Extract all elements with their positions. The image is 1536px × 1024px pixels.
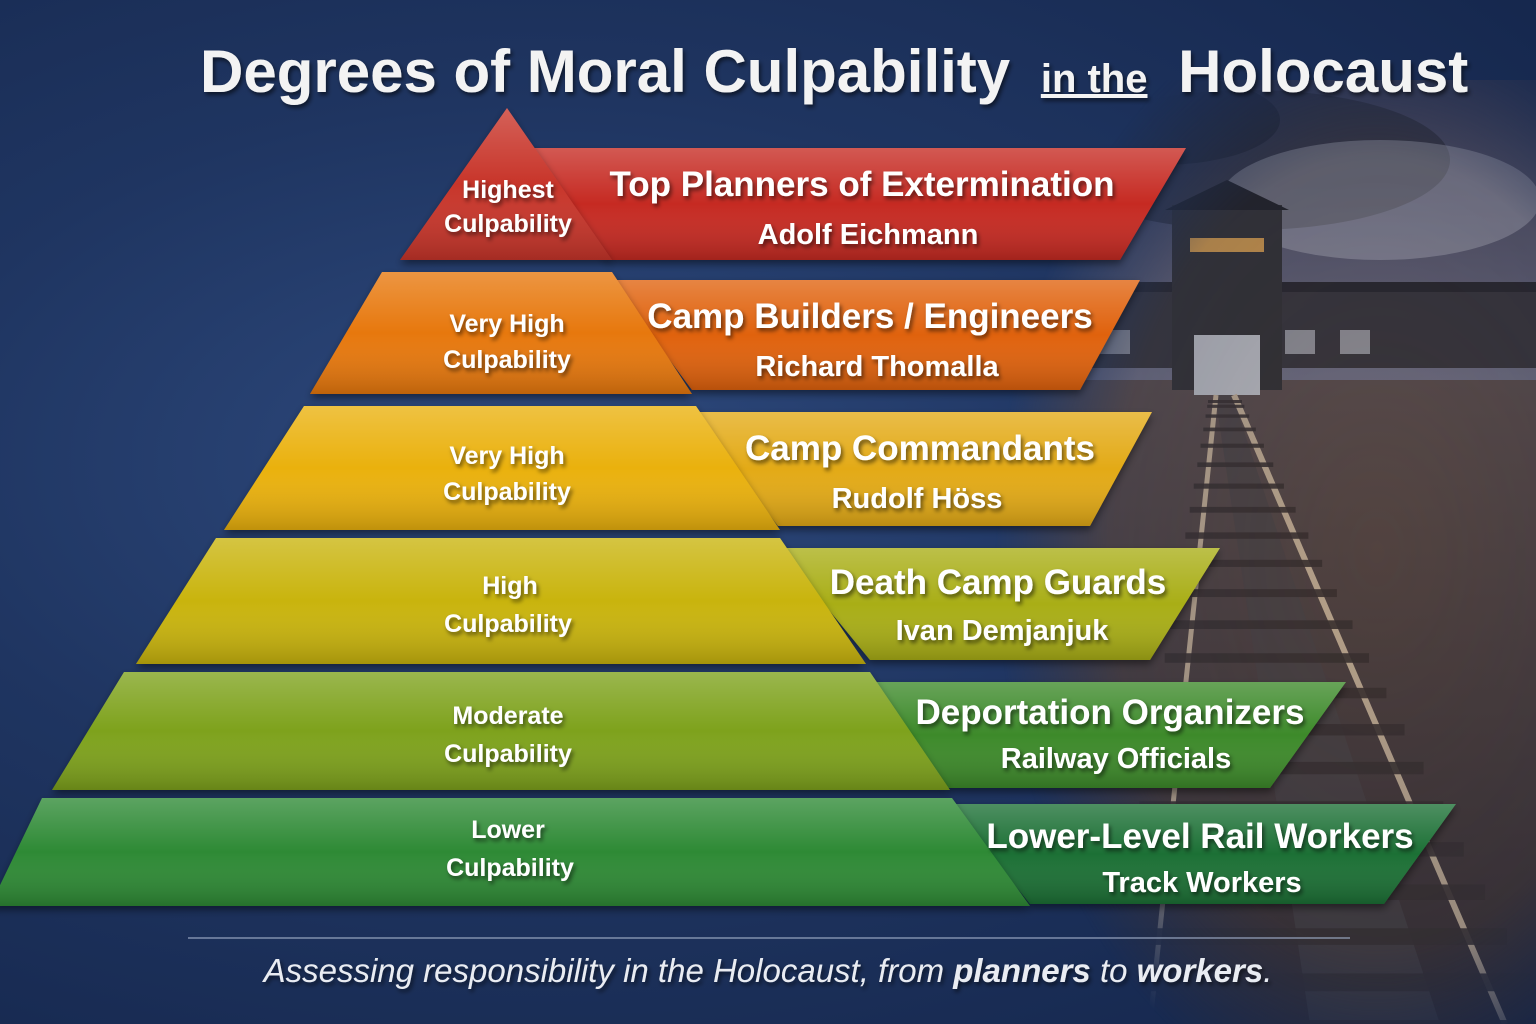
- level-label-line2: Culpability: [444, 210, 572, 238]
- caption-period: .: [1263, 952, 1272, 989]
- railway-sleeper: [1197, 462, 1274, 468]
- level-high: High Culpability Death Camp Guards Ivan …: [136, 538, 1220, 664]
- railway-sleeper: [1117, 928, 1507, 945]
- caption-workers: workers: [1137, 952, 1264, 989]
- level-label-line1: Very High: [449, 442, 564, 470]
- level-role-example: Rudolf Höss: [832, 483, 1003, 515]
- title-holocaust: Holocaust: [1178, 38, 1468, 105]
- level-role-example: Richard Thomalla: [755, 351, 999, 383]
- level-very-high-2: Very High Culpability Camp Commandants R…: [224, 406, 1152, 530]
- level-role-example: Railway Officials: [1001, 743, 1232, 775]
- level-role-example: Adolf Eichmann: [758, 219, 979, 251]
- title-main-text: Degrees of Moral Culpability: [200, 38, 1011, 105]
- railway-sleeper: [1180, 559, 1323, 567]
- railway-sleeper: [1102, 1020, 1536, 1024]
- level-highest: Highest Culpability Top Planners of Exte…: [400, 108, 1186, 260]
- title-in-the: in the: [1041, 57, 1148, 101]
- page-title: Degrees of Moral Culpability in the Holo…: [200, 38, 1468, 105]
- level-label-line2: Culpability: [446, 854, 574, 882]
- culpability-pyramid: Highest Culpability Top Planners of Exte…: [0, 108, 1456, 906]
- railway-sleeper: [1164, 653, 1370, 663]
- level-label-line1: High: [482, 572, 538, 600]
- railway-sleeper: [1109, 973, 1530, 992]
- level-label-line2: Culpability: [444, 740, 572, 768]
- railway-sleeper: [1175, 589, 1337, 598]
- level-label-line2: Culpability: [443, 478, 571, 506]
- railway-sleeper: [1205, 414, 1250, 418]
- railway-sleeper: [1200, 443, 1264, 448]
- level-role-title: Camp Builders / Engineers: [647, 297, 1092, 336]
- level-label-line1: Very High: [449, 310, 564, 338]
- level-label-line2: Culpability: [444, 610, 572, 638]
- railway-sleeper: [1207, 404, 1245, 408]
- railway-sleeper: [1189, 506, 1296, 513]
- caption-text-to: to: [1091, 952, 1137, 989]
- level-role-example: Track Workers: [1102, 867, 1301, 899]
- level-label-line1: Highest: [462, 176, 554, 204]
- level-role-title: Camp Commandants: [745, 429, 1095, 468]
- caption-text: Assessing responsibility in the Holocaus…: [262, 952, 954, 989]
- railway-sleeper: [1193, 483, 1284, 489]
- level-role-title: Top Planners of Extermination: [610, 165, 1115, 204]
- railway-sleeper: [1185, 532, 1309, 539]
- railway-sleeper: [1170, 620, 1353, 630]
- level-label-line1: Lower: [471, 816, 545, 844]
- railway-sleeper: [1208, 400, 1242, 403]
- level-moderate: Moderate Culpability Deportation Organiz…: [52, 672, 1346, 790]
- level-role-example: Ivan Demjanjuk: [896, 615, 1110, 647]
- caption-planners: planners: [952, 952, 1091, 989]
- level-role-title: Lower-Level Rail Workers: [986, 817, 1413, 856]
- level-role-title: Deportation Organizers: [916, 693, 1305, 732]
- railway-sleeper: [1203, 427, 1256, 432]
- level-role-title: Death Camp Guards: [830, 563, 1166, 602]
- level-lower: Lower Culpability Lower-Level Rail Worke…: [0, 798, 1456, 906]
- level-label-line1: Moderate: [452, 702, 563, 730]
- level-very-high-1: Very High Culpability Camp Builders / En…: [310, 272, 1140, 394]
- level-label-line2: Culpability: [443, 346, 571, 374]
- caption: Assessing responsibility in the Holocaus…: [262, 952, 1273, 989]
